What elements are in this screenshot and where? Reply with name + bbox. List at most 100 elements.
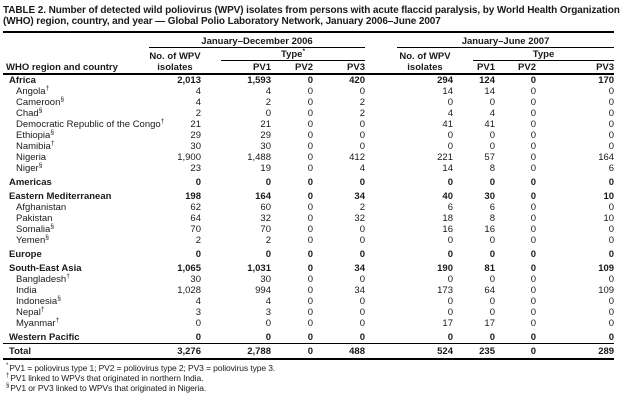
group-gap-cell xyxy=(365,163,397,174)
cell-value: 412 xyxy=(349,152,365,163)
cell-value: 0 xyxy=(530,108,536,119)
cell-value: 40 xyxy=(442,191,453,202)
cell-value: 2 xyxy=(359,97,365,108)
cell-value: 3 xyxy=(195,307,201,318)
cell-value: 0 xyxy=(608,130,615,141)
row-label: Nepal† xyxy=(16,305,45,318)
cell-value: 3,276 xyxy=(149,343,201,360)
cell-value: 0 xyxy=(447,130,453,141)
group-gap-cell xyxy=(365,343,397,360)
row-label: Chad§ xyxy=(16,106,43,119)
cell-value: 0 xyxy=(307,296,313,307)
cell-value: 57 xyxy=(484,152,495,163)
cell-value: 14 xyxy=(442,86,453,97)
cell-value: 4 xyxy=(489,108,495,119)
cell-value: 14 xyxy=(442,163,453,174)
cell-value: 32 xyxy=(354,213,365,224)
cell-value: 30 xyxy=(190,141,201,152)
cell-value: 0 xyxy=(359,307,365,318)
cell-value: 0 xyxy=(608,108,615,119)
cell-value: 0 xyxy=(530,202,536,213)
cell-value: 0 xyxy=(307,163,313,174)
group-gap-cell xyxy=(365,224,397,235)
cell-value: 16 xyxy=(484,224,495,235)
table-row: Somalia§ 70 70 0 0 16 16 0 0 xyxy=(3,222,614,235)
cell-value: 34 xyxy=(354,285,365,296)
cell-value: 0 xyxy=(530,86,536,97)
pv2-header-2007: PV2 xyxy=(495,61,536,75)
cell-value: 34 xyxy=(354,263,365,274)
cell-value: 0 xyxy=(195,332,201,343)
cell-value: 0 xyxy=(359,235,365,246)
cell-value: 0 xyxy=(265,332,271,343)
cell-value: 0 xyxy=(489,97,495,108)
cell-value: 2,788 xyxy=(201,343,271,360)
cell-value: 2 xyxy=(359,202,365,213)
cell-value: 109 xyxy=(598,263,615,274)
cell-value: 30 xyxy=(484,191,495,202)
table-row: South-East Asia 1,065 1,031 0 34 190 81 0 109 xyxy=(3,260,614,274)
cell-value: 1,065 xyxy=(177,263,201,274)
cell-value: 0 xyxy=(608,332,615,343)
group-gap-cell xyxy=(365,274,397,285)
table-row: Nigeria 1,900 1,488 0 412 221 57 0 164 xyxy=(3,152,614,163)
cell-value: 0 xyxy=(530,332,536,343)
cell-value: 16 xyxy=(442,224,453,235)
cell-value: 0 xyxy=(359,332,365,343)
cell-value: 0 xyxy=(359,274,365,285)
cell-value: 30 xyxy=(260,274,271,285)
group-gap xyxy=(365,32,397,75)
row-label: Africa xyxy=(9,75,36,86)
table-row: Yemen§ 2 2 0 0 0 0 0 0 xyxy=(3,233,614,246)
cell-value: 0 xyxy=(447,235,453,246)
cell-value: 0 xyxy=(359,224,365,235)
cell-value: 0 xyxy=(530,141,536,152)
cell-value: 0 xyxy=(307,249,313,260)
cell-value: 0 xyxy=(530,263,536,274)
cell-value: 0 xyxy=(530,97,536,108)
cell-value: 0 xyxy=(608,86,615,97)
cell-value: 4 xyxy=(195,97,201,108)
cell-value: 0 xyxy=(608,296,615,307)
footnote-dagger: †PV1 linked to WPVs that originated in n… xyxy=(6,373,204,383)
cell-value: 0 xyxy=(359,177,365,188)
cell-value: 170 xyxy=(598,75,615,86)
cell-value: 1,593 xyxy=(247,75,271,86)
column-group-2006: January–December 2006 xyxy=(149,32,365,48)
group-gap-cell xyxy=(365,119,397,130)
row-label: Yemen§ xyxy=(16,233,49,246)
group-gap-cell xyxy=(365,235,397,246)
cell-value: 21 xyxy=(190,119,201,130)
cell-value: 0 xyxy=(447,177,453,188)
row-label: Somalia§ xyxy=(16,222,55,235)
cell-value: 0 xyxy=(307,97,313,108)
cell-value: 19 xyxy=(260,163,271,174)
cell-value: 6 xyxy=(608,163,615,174)
cell-value: 0 xyxy=(307,152,313,163)
cell-value: 0 xyxy=(307,75,313,86)
group-gap-cell xyxy=(365,246,397,260)
cell-value: 8 xyxy=(489,163,495,174)
cell-value: 0 xyxy=(608,318,615,329)
cell-value: 0 xyxy=(530,285,536,296)
row-label: Afghanistan xyxy=(16,202,67,213)
cell-value: 4 xyxy=(195,296,201,307)
table-row: Total 3,276 2,788 0 488 524 235 0 289 xyxy=(3,343,615,360)
footnotes: *PV1 = poliovirus type 1; PV2 = poliovir… xyxy=(3,363,638,393)
cell-value: 0 xyxy=(489,249,495,260)
column-group-2007: January–June 2007 xyxy=(397,32,615,48)
wpv-isolates-table: WHO region and country January–December … xyxy=(3,31,615,360)
row-label: Angola† xyxy=(16,84,50,97)
cell-value: 0 xyxy=(447,274,453,285)
cell-value: 289 xyxy=(536,343,615,360)
cell-value: 294 xyxy=(437,75,453,86)
cell-value: 0 xyxy=(489,141,495,152)
cell-value: 2 xyxy=(265,97,271,108)
cell-value: 70 xyxy=(190,224,201,235)
group-gap-cell xyxy=(365,285,397,296)
stub-header: WHO region and country xyxy=(3,32,149,75)
cell-value: 0 xyxy=(608,97,615,108)
cell-value: 0 xyxy=(530,249,536,260)
table-row: Chad§ 2 0 0 2 4 4 0 0 xyxy=(3,106,615,119)
cell-value: 3 xyxy=(265,307,271,318)
